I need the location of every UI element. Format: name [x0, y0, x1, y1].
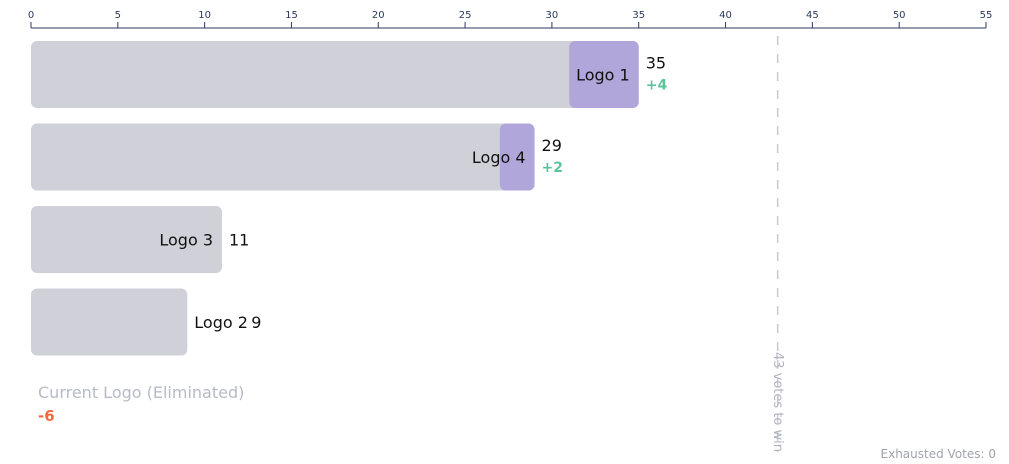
- bar-category-label: Logo 4: [472, 148, 526, 167]
- threshold-label: 43 votes to win: [770, 352, 785, 452]
- bar-value-label: 9: [251, 313, 261, 332]
- bar-value-label: 35: [646, 54, 666, 73]
- x-tick-label: 40: [719, 10, 732, 21]
- x-tick-label: 10: [198, 10, 211, 21]
- eliminated-label: Current Logo (Eliminated): [38, 383, 244, 402]
- bar-transfer-segment: [569, 41, 639, 108]
- x-tick-label: 30: [546, 10, 559, 21]
- bar-base-segment: [31, 206, 222, 273]
- bar-base-segment: [31, 288, 188, 356]
- x-tick-label: 5: [115, 10, 121, 21]
- x-tick-label: 35: [632, 10, 645, 21]
- x-tick-label: 50: [893, 10, 906, 21]
- bar-delta-label: +2: [542, 160, 563, 176]
- bar-category-label: Logo 1: [576, 66, 630, 85]
- bar-value-label: 29: [542, 136, 562, 155]
- x-tick-label: 25: [459, 10, 472, 21]
- bar-delta-label: +4: [646, 78, 668, 94]
- bar-category-label: Logo 3: [159, 231, 213, 250]
- bar-base-segment: [31, 123, 535, 191]
- bar-transfer-segment: [499, 123, 535, 191]
- x-tick-label: 55: [980, 10, 993, 21]
- x-tick-label: 0: [28, 10, 34, 21]
- exhausted-votes-label: Exhausted Votes: 0: [881, 447, 996, 461]
- eliminated-delta: -6: [38, 407, 55, 425]
- x-tick-label: 45: [806, 10, 819, 21]
- x-tick-label: 15: [285, 10, 298, 21]
- bar-category-label: Logo 2: [194, 313, 248, 332]
- bar-value-label: 11: [229, 231, 249, 250]
- x-tick-label: 20: [372, 10, 385, 21]
- bar-base-segment: [31, 41, 639, 108]
